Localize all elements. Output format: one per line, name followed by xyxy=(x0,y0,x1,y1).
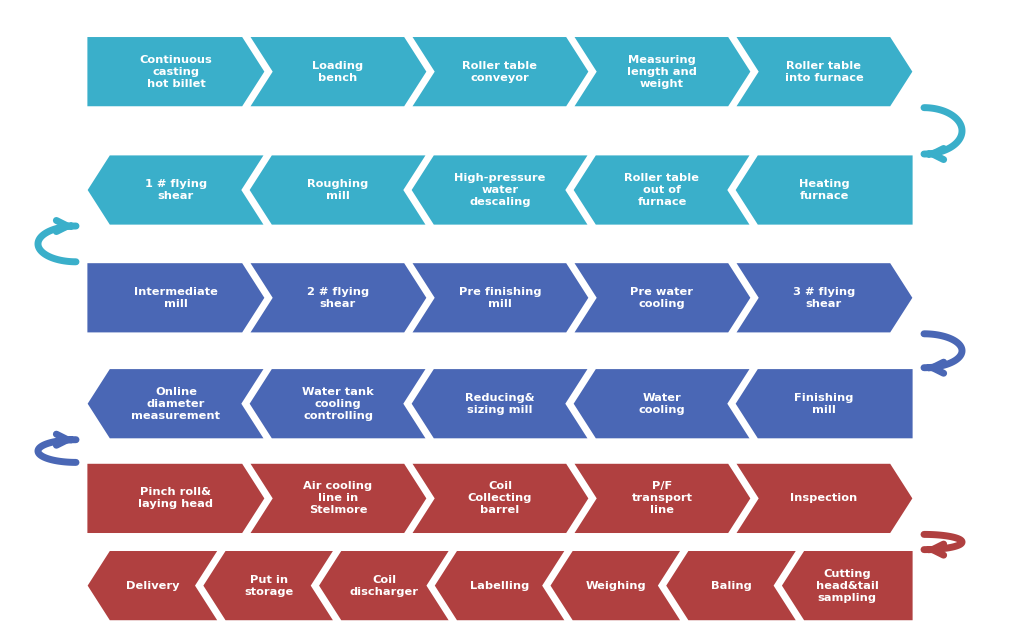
Polygon shape xyxy=(248,262,428,334)
Polygon shape xyxy=(248,36,428,108)
Polygon shape xyxy=(665,549,799,622)
Text: Baling: Baling xyxy=(711,581,752,591)
Polygon shape xyxy=(572,36,752,108)
Text: Online
diameter
measurement: Online diameter measurement xyxy=(131,387,220,421)
Text: 3 # flying
shear: 3 # flying shear xyxy=(793,287,855,309)
Polygon shape xyxy=(572,154,752,226)
Text: Weighing: Weighing xyxy=(586,581,646,591)
Polygon shape xyxy=(572,262,752,334)
Polygon shape xyxy=(86,36,266,108)
Polygon shape xyxy=(734,368,914,440)
Polygon shape xyxy=(410,368,590,440)
Polygon shape xyxy=(86,549,220,622)
Polygon shape xyxy=(549,549,683,622)
Polygon shape xyxy=(734,36,914,108)
Text: Air cooling
line in
Stelmore: Air cooling line in Stelmore xyxy=(303,482,373,515)
Text: Pinch roll&
laying head: Pinch roll& laying head xyxy=(138,487,213,510)
Polygon shape xyxy=(734,262,914,334)
Text: Put in
storage: Put in storage xyxy=(244,574,293,597)
Text: Water tank
cooling
controlling: Water tank cooling controlling xyxy=(302,387,374,421)
Text: Roughing
mill: Roughing mill xyxy=(307,179,369,201)
Text: Inspection: Inspection xyxy=(791,493,858,503)
Polygon shape xyxy=(410,462,590,535)
Polygon shape xyxy=(86,368,266,440)
Text: Labelling: Labelling xyxy=(470,581,529,591)
Text: Measuring
length and
weight: Measuring length and weight xyxy=(627,55,697,88)
Polygon shape xyxy=(86,262,266,334)
Text: Delivery: Delivery xyxy=(126,581,179,591)
Text: Reducing&
sizing mill: Reducing& sizing mill xyxy=(465,392,535,415)
Polygon shape xyxy=(572,462,752,535)
Text: Loading
bench: Loading bench xyxy=(312,60,364,83)
Polygon shape xyxy=(572,368,752,440)
Text: Finishing
mill: Finishing mill xyxy=(795,392,854,415)
Text: Coil
Collecting
barrel: Coil Collecting barrel xyxy=(468,482,532,515)
Text: Intermediate
mill: Intermediate mill xyxy=(134,287,218,309)
Polygon shape xyxy=(410,36,590,108)
Polygon shape xyxy=(734,154,914,226)
Text: Water
cooling: Water cooling xyxy=(639,392,685,415)
Polygon shape xyxy=(202,549,336,622)
Polygon shape xyxy=(248,154,428,226)
Text: Roller table
out of
furnace: Roller table out of furnace xyxy=(625,173,699,207)
Text: Pre water
cooling: Pre water cooling xyxy=(631,287,693,309)
Text: Coil
discharger: Coil discharger xyxy=(350,574,419,597)
Text: Cutting
head&tail
sampling: Cutting head&tail sampling xyxy=(816,569,879,602)
Polygon shape xyxy=(410,262,590,334)
Polygon shape xyxy=(248,462,428,535)
Text: Roller table
conveyor: Roller table conveyor xyxy=(463,60,538,83)
Polygon shape xyxy=(410,154,590,226)
Text: Roller table
into furnace: Roller table into furnace xyxy=(784,60,863,83)
Text: Heating
furnace: Heating furnace xyxy=(799,179,849,201)
Polygon shape xyxy=(780,549,914,622)
Text: Pre finishing
mill: Pre finishing mill xyxy=(459,287,542,309)
Polygon shape xyxy=(248,368,428,440)
Text: High-pressure
water
descaling: High-pressure water descaling xyxy=(455,173,546,207)
Text: Continuous
casting
hot billet: Continuous casting hot billet xyxy=(139,55,212,88)
Polygon shape xyxy=(433,549,567,622)
Text: P/F
transport
line: P/F transport line xyxy=(632,482,692,515)
Text: 1 # flying
shear: 1 # flying shear xyxy=(145,179,207,201)
Polygon shape xyxy=(734,462,914,535)
Polygon shape xyxy=(317,549,452,622)
Text: 2 # flying
shear: 2 # flying shear xyxy=(307,287,369,309)
Polygon shape xyxy=(86,154,266,226)
Polygon shape xyxy=(86,462,266,535)
